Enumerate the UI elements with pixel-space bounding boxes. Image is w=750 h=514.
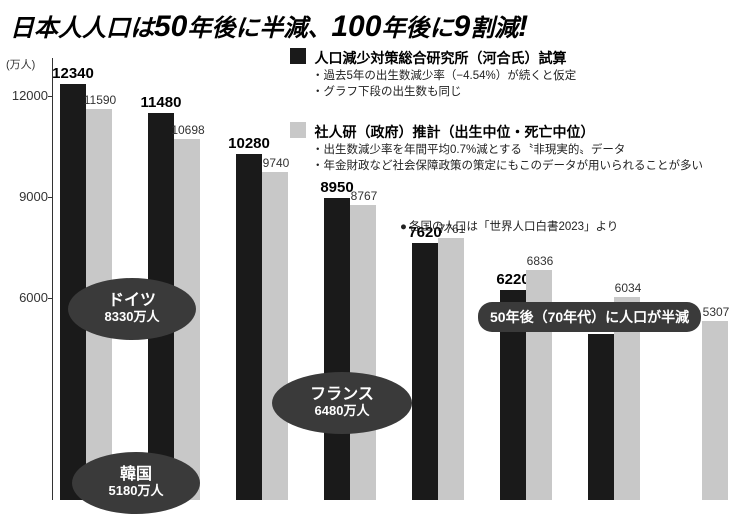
country-oval: ドイツ8330万人	[68, 278, 196, 340]
title-part: 年後に半減、	[187, 15, 331, 42]
page-title: 日本人人口は50年後に半減、100年後に9割減!	[10, 8, 528, 44]
title-part: 9	[453, 10, 470, 43]
country-name: フランス	[310, 387, 374, 403]
title-part: 100	[331, 10, 381, 43]
yaxis-unit-label: (万人)	[6, 56, 35, 72]
legend-light-bullet: ・出生数減少率を年間平均0.7%減とする〝非現実的〟データ	[312, 142, 740, 158]
legend-text: グラフ下段の出生数も同じ	[324, 86, 462, 98]
callout-halved: 50年後（70年代）に人口が半減	[478, 302, 701, 332]
bar-light	[262, 172, 288, 500]
legend-dark-bullet: ・グラフ下段の出生数も同じ	[312, 84, 740, 100]
legend-dark-swatch	[290, 48, 306, 64]
bar-label-dark: 10280	[226, 135, 272, 152]
legend-text: 出生数減少率を年間平均0.7%減とする〝非現実的〟データ	[324, 144, 626, 156]
country-population: 6480万人	[315, 403, 370, 419]
country-name: ドイツ	[108, 293, 156, 309]
title-part: 日本人人口は	[10, 15, 154, 42]
legend-light-bullet: ・年金財政など社会保障政策の策定にもこのデータが用いられることが多い	[312, 158, 740, 174]
bar-dark	[412, 243, 438, 500]
legend-light-title: 社人研（政府）推計（出生中位・死亡中位）	[314, 124, 594, 140]
title-part: 50	[154, 10, 187, 43]
bar-label-light: 5307	[696, 305, 736, 319]
legend-text: 過去5年の出生数減少率（−4.54%）が続くと仮定	[324, 70, 577, 82]
legend-dark-bullet: ・過去5年の出生数減少率（−4.54%）が続くと仮定	[312, 68, 740, 84]
ytick-label: 6000	[4, 290, 48, 305]
ytick-label: 12000	[4, 88, 48, 103]
country-name: 韓国	[120, 467, 152, 483]
country-oval: 韓国5180万人	[72, 452, 200, 514]
bar-dark	[236, 154, 262, 500]
ytick-label: 9000	[4, 189, 48, 204]
bar-label-light: 6836	[520, 254, 560, 268]
chart-container: 日本人人口は50年後に半減、100年後に9割減! (万人) 12000 9000 6…	[0, 0, 750, 500]
bar-label-light: 11590	[80, 93, 120, 107]
bar-label-dark: 11480	[138, 94, 184, 111]
bar-label-light: 6034	[608, 281, 648, 295]
bar-dark	[588, 334, 614, 500]
legend-light-swatch	[290, 122, 306, 138]
yaxis-line	[52, 58, 53, 500]
title-part: 割減	[470, 15, 518, 42]
legend-dark-title: 人口減少対策総合研究所（河合氏）試算	[314, 50, 566, 66]
source-note: 各国の人口は「世界人口白書2023」より	[400, 218, 618, 234]
bar-label-light: 10698	[168, 123, 208, 137]
title-part: 年後に	[381, 15, 453, 42]
bar-light	[350, 205, 376, 500]
country-population: 5180万人	[109, 483, 164, 499]
title-part: !	[518, 10, 528, 43]
bar-light	[438, 238, 464, 500]
legend-text: 年金財政など社会保障政策の策定にもこのデータが用いられることが多い	[324, 160, 704, 172]
legend-light: 社人研（政府）推計（出生中位・死亡中位） ・出生数減少率を年間平均0.7%減とす…	[290, 122, 740, 174]
country-oval: フランス6480万人	[272, 372, 412, 434]
legend-dark: 人口減少対策総合研究所（河合氏）試算 ・過去5年の出生数減少率（−4.54%）が…	[290, 48, 740, 100]
country-population: 8330万人	[105, 309, 160, 325]
bar-dark	[324, 198, 350, 500]
bar-light	[702, 321, 728, 500]
bar-label-dark: 12340	[50, 65, 96, 82]
bar-label-light: 8767	[344, 189, 384, 203]
